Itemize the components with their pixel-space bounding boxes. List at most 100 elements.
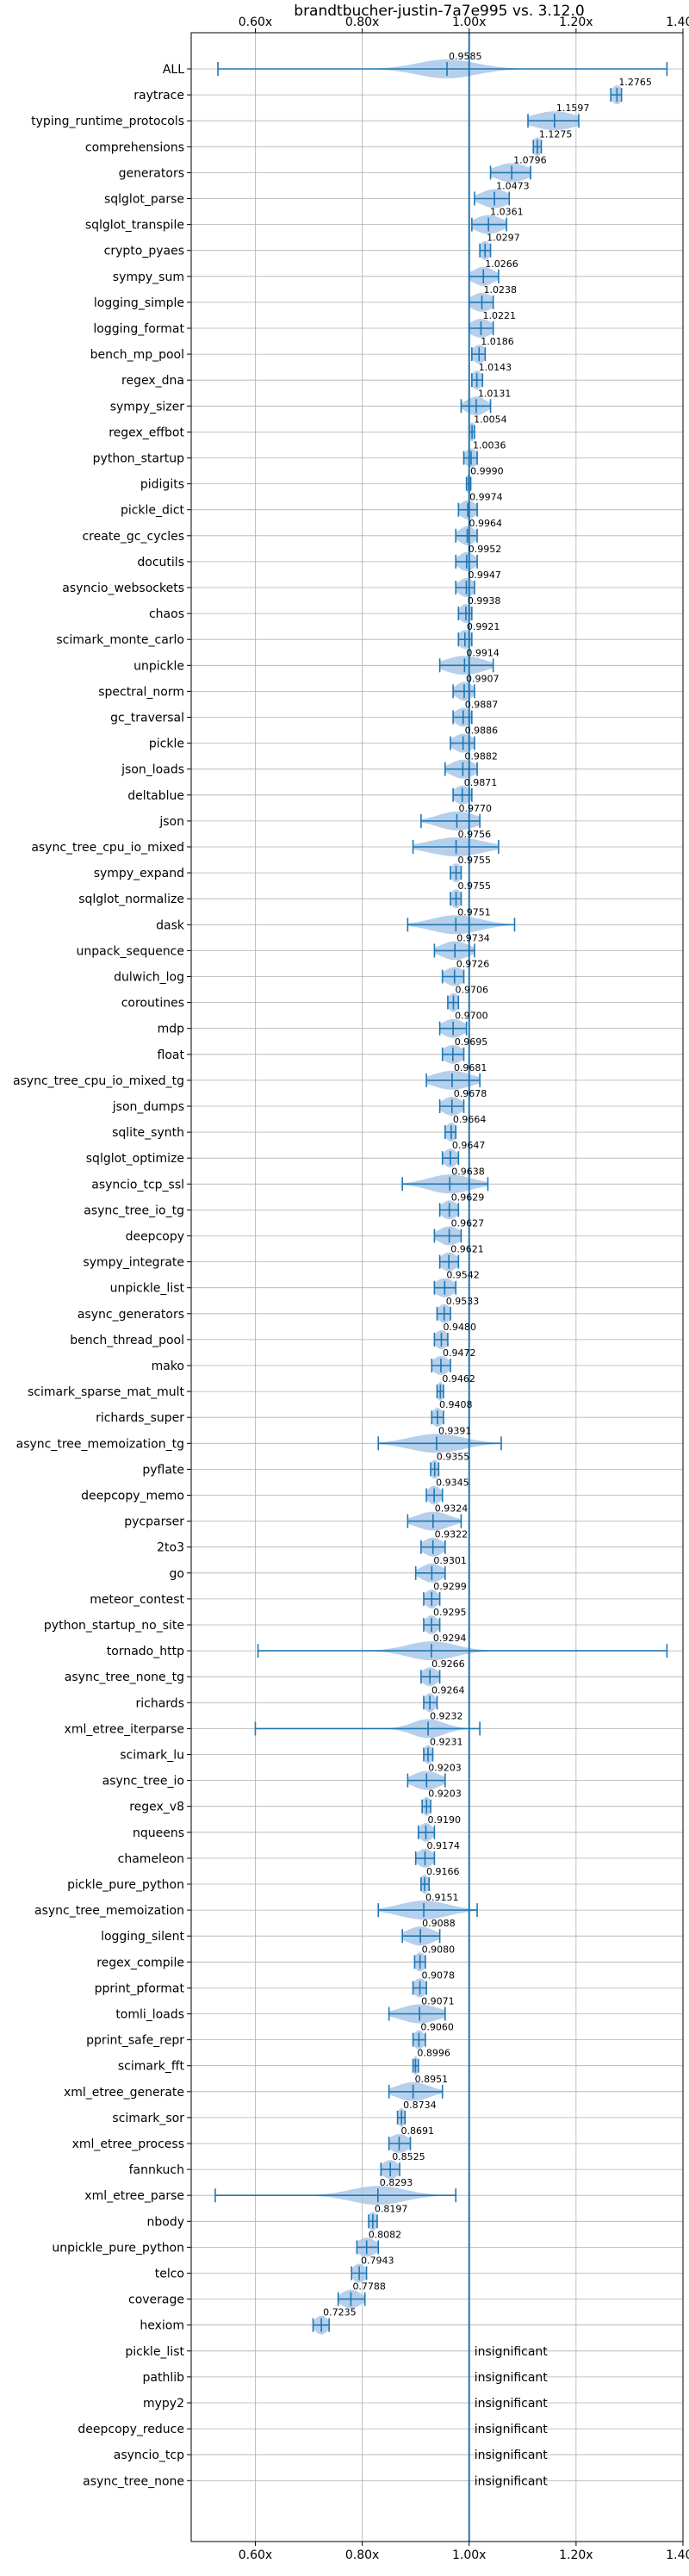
value-label: 0.9907	[466, 673, 500, 684]
value-label: 1.0221	[482, 310, 516, 321]
x-tick-label-top: 1.40x	[666, 16, 689, 29]
value-label: 0.9174	[426, 1840, 460, 1851]
value-label: 0.9060	[420, 2022, 454, 2033]
value-label: 0.9542	[446, 1270, 480, 1281]
value-label: 0.9294	[433, 1633, 467, 1644]
benchmark-label: unpack_sequence	[77, 944, 184, 958]
value-label: 0.9952	[469, 544, 502, 555]
value-label: 0.9770	[458, 803, 492, 814]
benchmark-label: tornado_http	[107, 1645, 184, 1658]
value-label: 0.9231	[430, 1737, 463, 1748]
benchmark-label: logging_simple	[94, 296, 184, 310]
chart-title: brandtbucher-justin-7a7e995 vs. 3.12.0	[294, 3, 584, 20]
benchmark-label: deltablue	[127, 789, 184, 803]
benchmark-label: ALL	[163, 63, 184, 77]
benchmark-label: tomli_loads	[115, 2008, 184, 2022]
benchmark-label: fannkuch	[129, 2163, 184, 2177]
benchmark-label: async_tree_none_tg	[65, 1671, 184, 1684]
benchmark-label: dask	[156, 918, 185, 932]
value-label: 0.9295	[433, 1607, 467, 1618]
benchmark-label: richards_super	[96, 1411, 184, 1425]
benchmark-label: xml_etree_parse	[84, 2189, 184, 2203]
benchmark-label: asyncio_tcp_ssl	[91, 1178, 184, 1192]
benchmark-label: pickle_dict	[121, 504, 185, 518]
value-label: 0.8197	[375, 2203, 408, 2214]
value-label: 0.9621	[450, 1244, 484, 1255]
benchmark-label: json	[158, 815, 184, 829]
value-label: 1.0143	[479, 362, 512, 373]
benchmark-label: sqlglot_parse	[104, 193, 184, 207]
benchmark-label: async_tree_io_tg	[84, 1204, 184, 1217]
benchmark-label: regex_compile	[96, 1956, 184, 1969]
value-label: 0.9638	[451, 1166, 485, 1177]
value-label: 0.9964	[469, 518, 503, 529]
benchmark-label: asyncio_tcp	[114, 2448, 184, 2462]
value-label: 0.9408	[439, 1399, 473, 1410]
x-tick-label-bottom: 1.40x	[666, 2548, 689, 2562]
value-label: 0.9664	[453, 1114, 487, 1125]
benchmark-label: deepcopy_memo	[81, 1490, 184, 1503]
benchmark-label: json_loads	[121, 763, 184, 777]
value-label: 0.9078	[422, 1969, 456, 1981]
benchmark-label: mypy2	[143, 2397, 184, 2411]
benchmark-label: python_startup_no_site	[44, 1619, 184, 1633]
benchmark-label: scimark_sor	[112, 2112, 184, 2125]
insignificant-label: insignificant	[475, 2371, 549, 2385]
value-label: 0.9355	[437, 1451, 469, 1462]
benchmark-label: gc_traversal	[110, 712, 184, 725]
benchmark-label: typing_runtime_protocols	[31, 115, 184, 128]
value-label: 0.9071	[421, 1996, 455, 2007]
value-label: 0.9726	[456, 959, 490, 970]
value-label: 1.1597	[556, 103, 590, 114]
value-label: 0.9324	[435, 1503, 469, 1515]
benchmark-label: sympy_integrate	[83, 1256, 184, 1270]
x-tick-label-top: 0.60x	[239, 16, 272, 29]
benchmark-label: async_tree_cpu_io_mixed	[31, 841, 184, 855]
value-label: 0.8082	[369, 2229, 402, 2240]
value-label: 0.9974	[469, 492, 503, 503]
benchmark-label: pprint_pformat	[95, 1982, 185, 1995]
value-label: 1.0266	[485, 258, 518, 270]
benchmark-label: deepcopy_reduce	[78, 2423, 184, 2436]
value-label: 0.9166	[426, 1866, 460, 1877]
value-label: 0.9627	[451, 1218, 485, 1229]
benchmark-label: asyncio_websockets	[62, 582, 184, 595]
value-label: 0.9345	[436, 1478, 469, 1489]
value-label: 0.9190	[427, 1814, 461, 1826]
insignificant-label: insignificant	[475, 2448, 549, 2462]
benchmark-label: unpickle	[133, 659, 184, 673]
benchmark-label: scimark_monte_carlo	[56, 633, 184, 647]
value-label: 0.9871	[464, 777, 498, 788]
benchmark-label: regex_v8	[129, 1801, 184, 1814]
value-label: 0.9706	[455, 985, 488, 996]
plot-frame	[190, 32, 684, 2542]
value-label: 0.8293	[380, 2177, 413, 2188]
benchmark-label: xml_etree_generate	[64, 2086, 184, 2100]
benchmark-label: logging_format	[93, 322, 184, 336]
benchmark-label: pickle_list	[125, 2345, 184, 2359]
value-label: 0.9681	[454, 1062, 487, 1073]
benchmark-label: hexiom	[140, 2319, 184, 2333]
value-label: 0.9232	[430, 1710, 462, 1721]
insignificant-label: insignificant	[475, 2474, 549, 2488]
benchmark-label: bench_thread_pool	[70, 1334, 184, 1347]
benchmark-label: pprint_safe_repr	[86, 2034, 184, 2048]
value-label: 1.0238	[484, 284, 518, 296]
value-label: 0.9921	[467, 621, 500, 632]
benchmark-label: spectral_norm	[98, 685, 184, 699]
value-label: 0.9462	[442, 1373, 475, 1384]
benchmark-label: meteor_contest	[90, 1593, 184, 1607]
value-label: 0.9647	[452, 1140, 486, 1151]
label-layer: ALL raytrace typing_runtime_protocolscompr…	[13, 51, 652, 2488]
value-label: 0.9887	[465, 700, 499, 711]
benchmark-label: generators	[119, 166, 184, 180]
value-label: 0.9755	[458, 855, 492, 866]
benchmark-label: sqlglot_transpile	[85, 219, 184, 233]
benchmark-label: sympy_sizer	[110, 400, 185, 414]
benchmark-label: dulwich_log	[114, 971, 184, 985]
benchmark-label: raytrace	[133, 89, 184, 103]
value-label: 1.0131	[478, 388, 512, 399]
benchmark-label: pathlib	[143, 2371, 185, 2385]
benchmark-label: async_tree_io	[102, 1775, 184, 1789]
